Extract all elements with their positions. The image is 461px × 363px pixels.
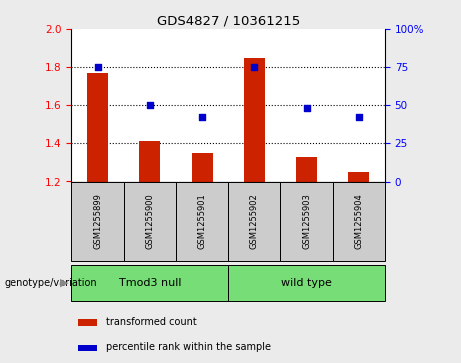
Text: GSM1255899: GSM1255899: [93, 193, 102, 249]
Bar: [78, 345, 96, 351]
Bar: [87, 73, 108, 182]
Bar: [71, 182, 124, 261]
Bar: [71, 265, 228, 301]
Bar: [296, 157, 317, 182]
Bar: [244, 58, 265, 182]
Text: GSM1255900: GSM1255900: [145, 193, 154, 249]
Text: GSM1255901: GSM1255901: [198, 193, 207, 249]
Text: ▶: ▶: [60, 278, 68, 288]
Bar: [280, 182, 333, 261]
Bar: [78, 319, 96, 326]
Point: [251, 64, 258, 70]
Text: genotype/variation: genotype/variation: [5, 278, 97, 288]
Point: [94, 64, 101, 70]
Bar: [124, 182, 176, 261]
Bar: [228, 182, 280, 261]
Bar: [139, 142, 160, 182]
Text: transformed count: transformed count: [106, 317, 197, 327]
Text: Tmod3 null: Tmod3 null: [118, 278, 181, 288]
Bar: [192, 153, 213, 182]
Text: wild type: wild type: [281, 278, 332, 288]
Bar: [349, 172, 369, 182]
Text: GSM1255902: GSM1255902: [250, 193, 259, 249]
Point: [146, 102, 154, 108]
Point: [198, 115, 206, 121]
Text: GSM1255903: GSM1255903: [302, 193, 311, 249]
Point: [303, 105, 310, 111]
Bar: [176, 182, 228, 261]
Bar: [333, 182, 385, 261]
Bar: [228, 265, 385, 301]
Title: GDS4827 / 10361215: GDS4827 / 10361215: [157, 15, 300, 28]
Point: [355, 115, 362, 121]
Text: percentile rank within the sample: percentile rank within the sample: [106, 342, 271, 352]
Text: GSM1255904: GSM1255904: [355, 193, 363, 249]
